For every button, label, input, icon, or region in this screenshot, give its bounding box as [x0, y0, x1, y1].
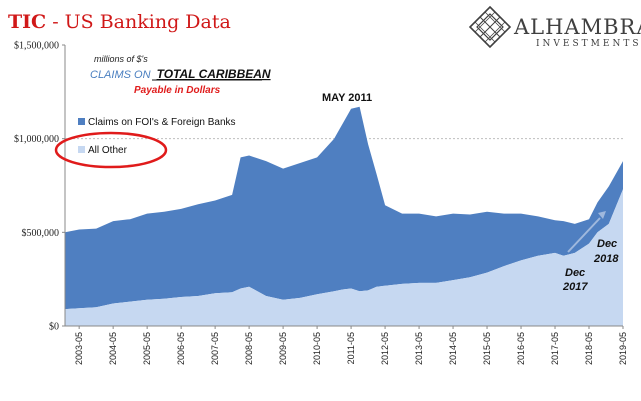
alhambra-logo: ALHAMBRA INVESTMENTS — [468, 5, 641, 49]
y-axis-ticks: $0 $500,000 $1,000,000 $1,500,000 — [14, 41, 65, 333]
x-axis-ticks: 2003-05 2004-05 2005-05 2006-05 2007-05 2008-… — [74, 326, 628, 365]
x-tick-label: 2017-05 — [550, 332, 560, 365]
legend-label-foi: Claims on FOI's & Foreign Banks — [88, 117, 236, 128]
highlight-circle — [54, 131, 168, 169]
annotation-dec-2017-line1: Dec — [565, 267, 585, 279]
subtitle-main: TOTAL CARIBBEAN — [157, 67, 271, 81]
logo-subtitle: INVESTMENTS — [536, 39, 641, 49]
subtitle-prefix: CLAIMS ON — [90, 69, 151, 81]
annotation-dec-2018-line1: Dec — [597, 238, 617, 250]
subtitle-note: Payable in Dollars — [134, 85, 221, 96]
logo-name: ALHAMBRA — [513, 15, 641, 39]
y-tick-label: $0 — [49, 322, 59, 333]
arrow-line — [567, 217, 601, 253]
y-tick-label: $500,000 — [22, 228, 60, 239]
legend-swatch-foi — [78, 118, 85, 125]
y-tick-label: $1,000,000 — [14, 134, 59, 145]
x-tick-label: 2015-05 — [482, 332, 492, 365]
x-tick-label: 2007-05 — [210, 332, 220, 365]
x-tick-label: 2019-05 — [618, 332, 628, 365]
x-tick-label: 2003-05 — [74, 332, 84, 365]
annotation-may-2011: MAY 2011 — [322, 92, 372, 104]
x-tick-label: 2009-05 — [278, 332, 288, 365]
diamond-lattice-icon — [468, 5, 512, 49]
x-tick-label: 2013-05 — [414, 332, 424, 365]
y-tick-label: $1,500,000 — [14, 41, 59, 52]
area-all-other — [65, 189, 623, 326]
units-note: millions of $'s — [94, 54, 148, 64]
arrow-head-icon — [598, 211, 606, 219]
area-series — [65, 106, 623, 326]
x-tick-label: 2005-05 — [142, 332, 152, 365]
legend-label-other: All Other — [88, 145, 128, 156]
area-claims-foi — [65, 106, 623, 310]
title-tic: TIC — [8, 11, 46, 33]
chart-title: TIC - US Banking Data — [8, 11, 231, 33]
x-tick-label: 2006-05 — [176, 332, 186, 365]
x-tick-label: 2018-05 — [584, 332, 594, 365]
x-tick-label: 2011-05 — [346, 332, 356, 364]
x-tick-label: 2014-05 — [448, 332, 458, 365]
axes — [64, 45, 623, 327]
x-tick-label: 2010-05 — [312, 332, 322, 365]
x-tick-label: 2008-05 — [244, 332, 254, 365]
annotation-dec-2018-line2: 2018 — [593, 253, 619, 265]
x-tick-label: 2012-05 — [380, 332, 390, 365]
annotation-dec-2017-line2: 2017 — [562, 281, 588, 293]
legend: Claims on FOI's & Foreign Banks All Othe… — [54, 117, 236, 169]
title-rest: - US Banking Data — [46, 11, 231, 33]
x-tick-label: 2004-05 — [108, 332, 118, 365]
x-tick-label: 2016-05 — [516, 332, 526, 365]
subtitle-line: CLAIMS ON TOTAL CARIBBEAN — [90, 67, 271, 81]
legend-swatch-other — [78, 146, 85, 153]
